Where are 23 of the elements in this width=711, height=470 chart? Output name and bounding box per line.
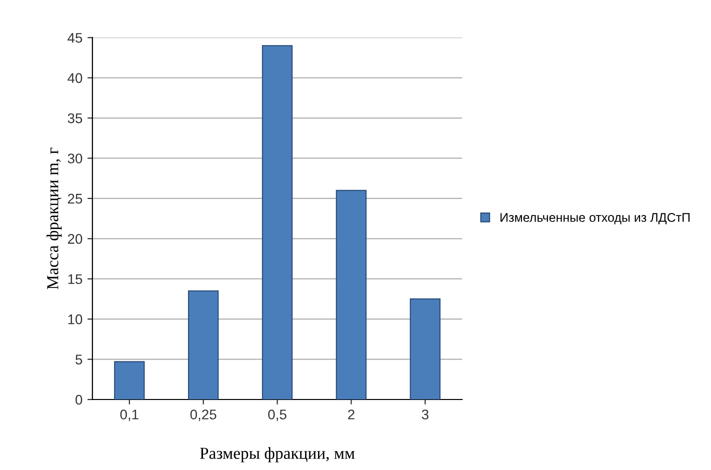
y-tick-label: 15 [68, 274, 82, 284]
x-tick-label: 0,1 [120, 410, 138, 422]
bar [410, 298, 441, 400]
x-tick-label: 0,5 [268, 410, 286, 422]
y-tick-label: 10 [68, 314, 82, 324]
x-tick-label: 2 [348, 410, 354, 420]
y-tick-label: 20 [68, 234, 82, 244]
x-axis-title: Размеры фракции, мм [200, 447, 355, 462]
legend-label: Измельченные отходы из ЛДСтП [500, 213, 690, 224]
y-tick-label: 5 [76, 354, 82, 364]
y-tick-label: 0 [76, 394, 82, 405]
y-tick-label: 45 [68, 33, 82, 43]
x-tick-label: 3 [422, 410, 428, 420]
y-tick-label: 40 [68, 73, 82, 83]
bar [262, 45, 293, 400]
y-axis-title: Масса фракции m, г [46, 148, 62, 290]
bar [114, 361, 145, 400]
x-tick-label: 0,25 [190, 410, 216, 422]
y-tick-label: 30 [68, 154, 82, 164]
y-tick-label: 35 [68, 113, 82, 124]
y-tick-label: 25 [68, 194, 82, 204]
bar [336, 190, 367, 400]
bar [188, 290, 219, 400]
